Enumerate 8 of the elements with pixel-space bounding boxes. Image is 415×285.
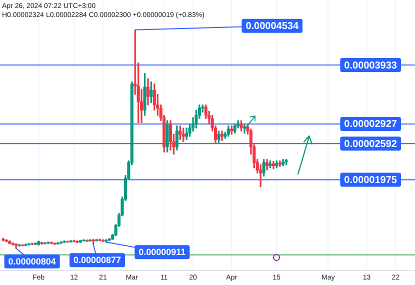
annotation: 0.00000804 [8,256,56,266]
ref-line-label: 0.00001975 [344,175,398,186]
annotation: 0.00000911 [138,247,186,258]
ref-line-label: 0.00002927 [344,119,398,130]
annotation: 0.00000877 [74,255,122,266]
ref-line-label: 0.00003933 [344,60,398,72]
annotation: 0.00004534 [246,21,299,32]
ref-line-label: 0.00002592 [344,138,398,150]
